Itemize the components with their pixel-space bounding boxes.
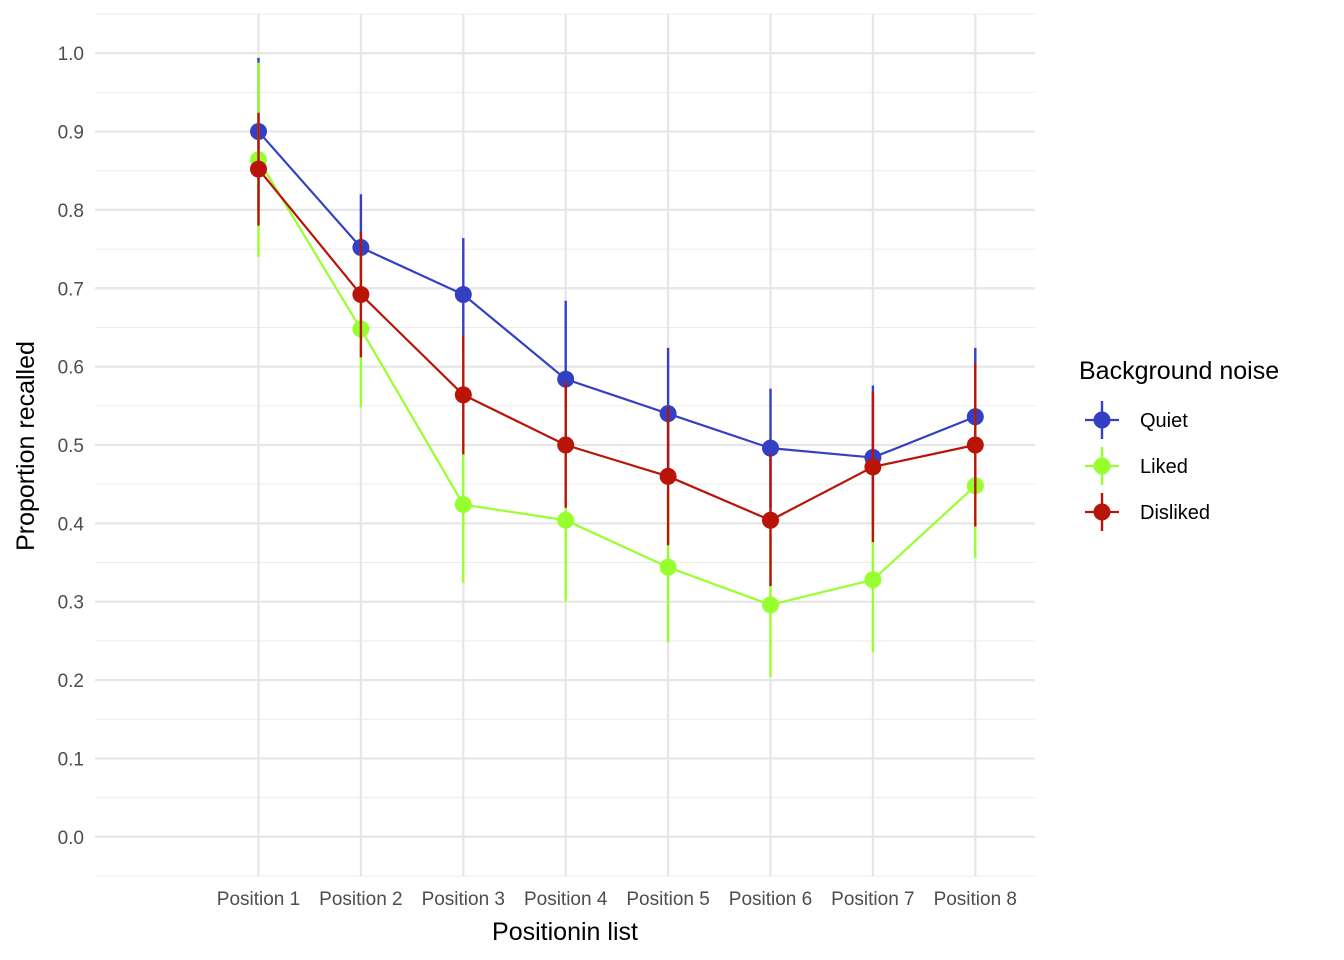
legend-label: Liked xyxy=(1140,456,1188,478)
x-tick-label: Position 2 xyxy=(319,889,402,910)
y-tick-label: 0.1 xyxy=(58,749,84,770)
legend-key-point xyxy=(1093,503,1111,521)
y-tick-label: 1.0 xyxy=(58,44,84,65)
y-tick-label: 0.8 xyxy=(58,201,84,222)
y-axis-ticks: 0.0 0.1 0.2 0.3 0.4 0.5 0.6 0.7 0.8 0.9 1.0 xyxy=(58,44,85,849)
y-tick-label: 0.9 xyxy=(58,123,84,144)
y-tick-label: 0.3 xyxy=(58,593,84,614)
series-disliked xyxy=(250,112,984,587)
data-point xyxy=(864,458,882,476)
y-tick-label: 0.5 xyxy=(58,436,84,457)
data-point xyxy=(454,386,472,404)
data-point xyxy=(864,571,882,589)
y-tick-label: 0.7 xyxy=(58,279,84,300)
data-point xyxy=(557,436,575,454)
x-tick-label: Position 3 xyxy=(422,889,505,910)
y-tick-label: 0.0 xyxy=(58,828,84,849)
data-point xyxy=(557,511,575,529)
series-line xyxy=(257,168,976,522)
x-axis-ticks: Position 1 Position 2 Position 3 Position 4… xyxy=(217,889,1017,910)
data-point xyxy=(454,496,472,514)
y-axis-title: Proportion recalled xyxy=(12,341,40,551)
legend-item-liked: Liked xyxy=(1085,447,1188,485)
legend: Background noise Quiet Liked Disliked xyxy=(1079,357,1279,531)
x-axis-title: Positionin list xyxy=(492,918,638,946)
data-point xyxy=(762,439,779,457)
data-point xyxy=(659,467,677,485)
x-tick-label: Position 5 xyxy=(626,889,709,910)
legend-item-disliked: Disliked xyxy=(1085,493,1210,531)
legend-items: Quiet Liked Disliked xyxy=(1085,401,1210,531)
data-point xyxy=(557,370,575,388)
series-layer xyxy=(250,57,984,677)
y-tick-label: 0.6 xyxy=(58,358,84,379)
series-line xyxy=(257,159,977,607)
data-point xyxy=(250,160,267,178)
data-point xyxy=(966,436,984,454)
legend-title: Background noise xyxy=(1079,357,1279,385)
data-point xyxy=(762,511,779,529)
data-point xyxy=(454,286,472,304)
x-tick-label: Position 6 xyxy=(729,889,812,910)
x-tick-label: Position 4 xyxy=(524,889,608,910)
data-point xyxy=(659,558,677,576)
x-tick-label: Position 8 xyxy=(934,889,1017,910)
legend-item-quiet: Quiet xyxy=(1085,401,1188,439)
data-point xyxy=(762,596,779,614)
x-tick-label: Position 1 xyxy=(217,889,300,910)
legend-key-point xyxy=(1093,411,1111,429)
x-tick-label: Position 7 xyxy=(831,889,914,910)
y-tick-label: 0.2 xyxy=(58,671,84,692)
legend-key-point xyxy=(1093,457,1111,475)
series-line xyxy=(257,130,976,459)
legend-label: Disliked xyxy=(1140,502,1210,524)
y-tick-label: 0.4 xyxy=(58,514,85,535)
data-point xyxy=(352,286,370,304)
legend-label: Quiet xyxy=(1140,410,1188,432)
